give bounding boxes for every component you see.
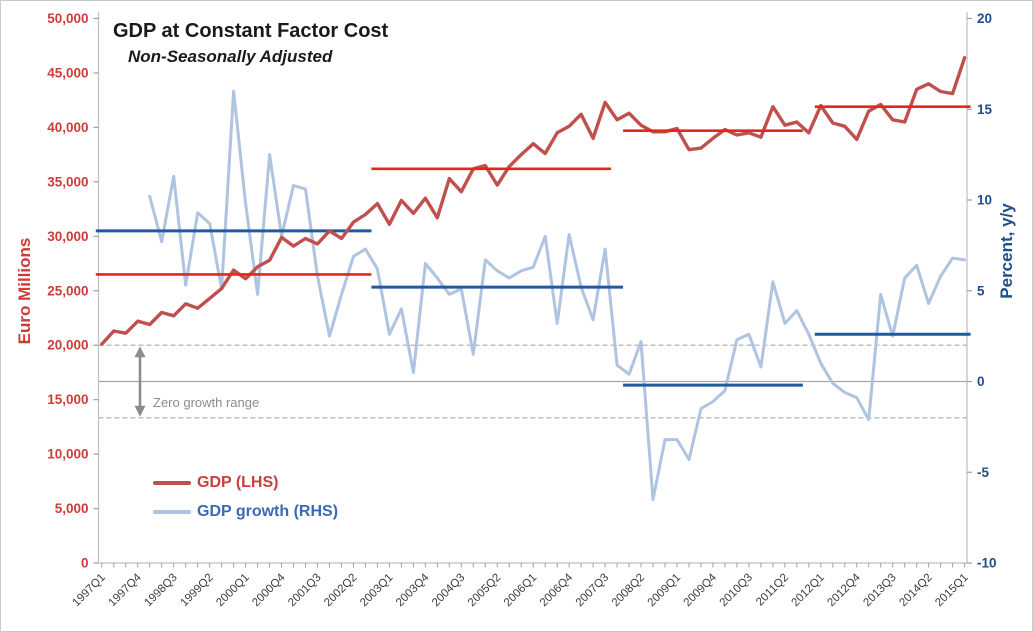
left-axis-tick-label: 45,000 bbox=[47, 65, 88, 80]
left-axis-tick-label: 0 bbox=[81, 556, 89, 571]
x-axis-tick-label: 1999Q2 bbox=[178, 572, 215, 609]
arrow-down-head bbox=[134, 405, 146, 417]
legend-item-growth: GDP growth (RHS) bbox=[153, 501, 338, 522]
x-axis-tick-label: 2006Q1 bbox=[502, 572, 539, 609]
arrow-up-head bbox=[134, 346, 146, 358]
gdp-line-swatch bbox=[153, 480, 191, 485]
left-axis-title: Euro Millions bbox=[15, 237, 34, 345]
left-axis-tick-label: 20,000 bbox=[47, 338, 88, 353]
x-axis-tick-label: 2009Q4 bbox=[682, 571, 720, 609]
right-axis-tick-label: 0 bbox=[977, 374, 985, 389]
x-axis-tick-label: 2009Q1 bbox=[646, 572, 683, 609]
x-axis-tick-label: 2000Q4 bbox=[250, 571, 288, 609]
x-axis-tick-label: 2010Q3 bbox=[718, 572, 755, 609]
right-axis-tick-label: 20 bbox=[977, 11, 992, 26]
x-axis-tick-label: 2003Q4 bbox=[394, 571, 432, 609]
x-axis-tick-label: 2005Q2 bbox=[466, 572, 503, 609]
gdp-series-line bbox=[100, 56, 967, 346]
left-axis-tick-label: 15,000 bbox=[47, 392, 88, 407]
right-axis-title: Percent, y/y bbox=[997, 203, 1016, 299]
x-axis-tick-label: 2008Q2 bbox=[610, 572, 647, 609]
left-axis-tick-label: 5,000 bbox=[55, 501, 89, 516]
gdp-growth-legend-label: GDP growth (RHS) bbox=[197, 502, 339, 520]
left-axis-tick-label: 50,000 bbox=[47, 11, 88, 26]
right-axis-tick-label: 15 bbox=[977, 102, 993, 117]
right-axis-tick-label: 5 bbox=[977, 283, 985, 298]
gdp-growth-line-swatch bbox=[153, 509, 191, 514]
left-axis-tick-label: 30,000 bbox=[47, 229, 88, 244]
x-axis-tick-label: 1998Q3 bbox=[142, 572, 179, 609]
legend-item-gdp: GDP (LHS) bbox=[153, 472, 338, 493]
x-axis-tick-label: 2007Q3 bbox=[574, 572, 611, 609]
x-axis-tick-label: 2013Q3 bbox=[861, 572, 898, 609]
gdp-legend-label: GDP (LHS) bbox=[197, 473, 279, 491]
zero-growth-range-label: Zero growth range bbox=[153, 395, 260, 410]
right-axis-tick-label: -10 bbox=[977, 556, 997, 571]
x-axis-tick-label: 2011Q2 bbox=[754, 572, 791, 609]
x-axis-tick-label: 1997Q4 bbox=[106, 571, 144, 609]
x-axis-tick-label: 2015Q1 bbox=[933, 572, 970, 609]
x-axis-tick-label: 2014Q2 bbox=[897, 572, 934, 609]
x-axis-tick-label: 2012Q4 bbox=[825, 571, 863, 609]
x-axis-tick-label: 2001Q3 bbox=[286, 572, 323, 609]
legend: GDP (LHS) GDP growth (RHS) bbox=[153, 472, 338, 530]
chart-title: GDP at Constant Factor Cost bbox=[113, 20, 389, 42]
right-axis-tick-label: 10 bbox=[977, 193, 992, 208]
x-axis-tick-label: 2003Q1 bbox=[358, 572, 395, 609]
gdp-growth-series-line bbox=[148, 89, 967, 501]
left-axis-tick-label: 10,000 bbox=[47, 447, 88, 462]
x-axis-tick-label: 2000Q1 bbox=[214, 572, 251, 609]
x-axis-tick-label: 2006Q4 bbox=[538, 571, 576, 609]
left-axis-tick-label: 35,000 bbox=[47, 174, 88, 189]
right-axis-tick-label: -5 bbox=[977, 465, 989, 480]
x-axis-tick-label: 2012Q1 bbox=[789, 572, 826, 609]
left-axis-tick-label: 40,000 bbox=[47, 120, 88, 135]
x-axis-tick-label: 2002Q2 bbox=[322, 572, 359, 609]
x-axis-tick-label: 1997Q1 bbox=[70, 572, 107, 609]
x-axis-tick-label: 2004Q3 bbox=[430, 572, 467, 609]
left-axis-tick-label: 25,000 bbox=[47, 283, 88, 298]
chart-subtitle: Non-Seasonally Adjusted bbox=[128, 47, 333, 66]
